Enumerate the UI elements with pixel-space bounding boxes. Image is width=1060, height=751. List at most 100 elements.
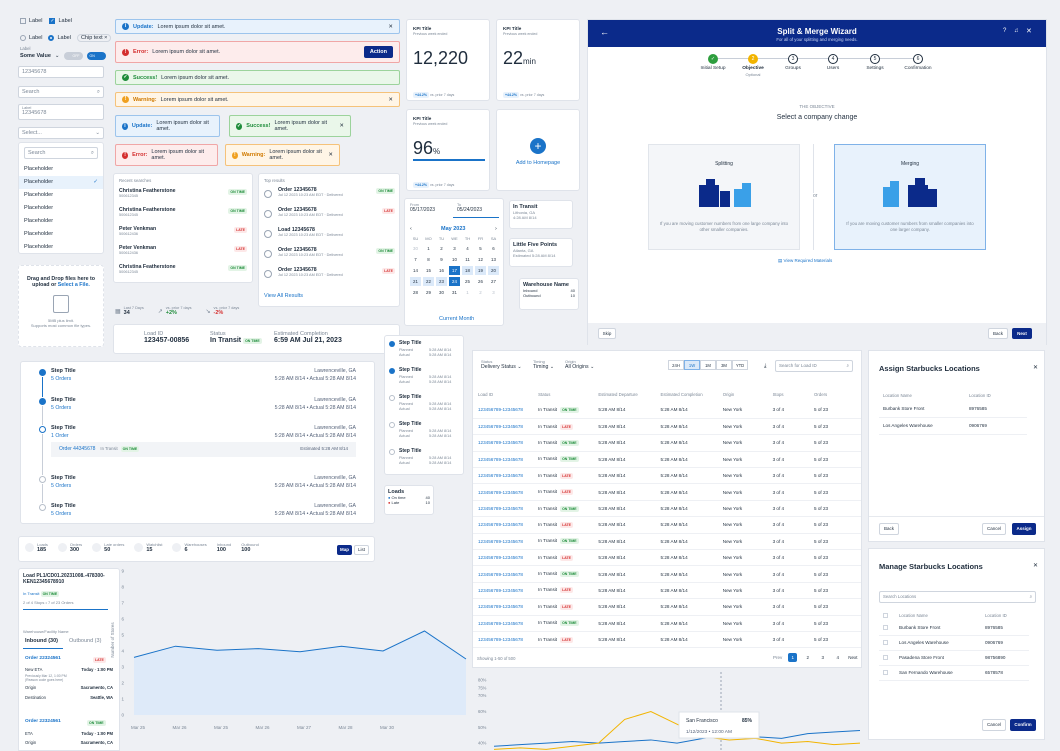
- mini-step[interactable]: Step Title Planned 5:28 AM 8/14 Actual 5:28 …: [385, 448, 465, 473]
- cell-load-id[interactable]: 123456789-12345678: [473, 402, 534, 419]
- calendar-day[interactable]: 7: [414, 257, 417, 262]
- calendar-day[interactable]: 2: [479, 290, 482, 295]
- mini-step[interactable]: Step Title Planned 5:28 AM 8/14 Actual 5:28 …: [385, 421, 465, 446]
- step-order-link[interactable]: Order 44345678: [59, 446, 96, 452]
- cell-load-id[interactable]: 123456789-12345678: [473, 418, 534, 436]
- radio-unchecked[interactable]: [20, 35, 26, 41]
- close-icon[interactable]: ✕: [388, 23, 393, 30]
- table-row[interactable]: 123456789-12345678 In Transit ON TIME 5:28 …: [473, 402, 861, 419]
- cell-load-id[interactable]: 123456789-12345678: [473, 483, 534, 501]
- next-page[interactable]: Next: [848, 655, 858, 660]
- load-id-link[interactable]: 123456789-12345678: [478, 456, 523, 462]
- location-row[interactable]: Los Angeles Warehouse 0906769: [879, 418, 1027, 435]
- calendar-day[interactable]: 25: [465, 279, 470, 284]
- current-month-link[interactable]: Current Month: [439, 316, 475, 322]
- calendar-day[interactable]: 6: [492, 246, 495, 251]
- number-input[interactable]: 12345678: [18, 66, 104, 78]
- wizard-step-marker[interactable]: 5: [870, 54, 880, 64]
- confirm-button[interactable]: Confirm: [1010, 719, 1036, 731]
- load-id-link[interactable]: 123456789-12345678: [478, 637, 523, 643]
- wizard-step-marker[interactable]: 6: [913, 54, 923, 64]
- timeline-step[interactable]: Step Title 1 Order Lawrenceville, GA 5:28 A…: [21, 425, 376, 475]
- order-link[interactable]: Order 22324561: [25, 656, 61, 661]
- calendar-day[interactable]: 27: [491, 279, 496, 284]
- cancel-button[interactable]: Cancel: [982, 719, 1006, 731]
- range-3m[interactable]: 3M: [716, 360, 732, 370]
- row-checkbox[interactable]: [883, 655, 888, 660]
- column-header[interactable]: Estimated Departure: [598, 392, 638, 397]
- dropdown-option[interactable]: Placeholder: [19, 163, 103, 176]
- calendar-day[interactable]: 26: [478, 279, 483, 284]
- select-input[interactable]: Select... ⌄: [18, 127, 104, 139]
- assign-button[interactable]: Assign: [1012, 523, 1036, 535]
- range-1w[interactable]: 1W: [684, 360, 700, 370]
- mini-step[interactable]: Step Title Planned 5:28 AM 8/14 Actual 5:28 …: [385, 367, 465, 392]
- help-icon[interactable]: ?: [1003, 28, 1007, 34]
- calendar-day[interactable]: 29: [426, 290, 431, 295]
- mini-step[interactable]: Step Title Planned 5:28 AM 8/14 Actual 5:28 …: [385, 340, 465, 365]
- calendar-day[interactable]: 13: [491, 257, 496, 262]
- table-row[interactable]: 123456789-12345678 In Transit LATE 5:28 AM …: [473, 418, 861, 436]
- cell-load-id[interactable]: 123456789-12345678: [473, 434, 534, 452]
- load-id-link[interactable]: 123456789-12345678: [478, 440, 523, 446]
- table-row[interactable]: 123456789-12345678 In Transit LATE 5:28 AM …: [473, 598, 861, 616]
- calendar-day[interactable]: 8: [427, 257, 430, 262]
- page-number[interactable]: 4: [836, 655, 840, 660]
- close-icon[interactable]: ✕: [1033, 365, 1039, 371]
- load-id-link[interactable]: 123456789-12345678: [478, 424, 523, 430]
- calendar-day[interactable]: 12: [478, 257, 483, 262]
- cell-load-id[interactable]: 123456789-12345678: [473, 467, 534, 485]
- select-file-link[interactable]: Select a File.: [57, 282, 90, 288]
- close-icon[interactable]: ✕: [328, 152, 333, 158]
- table-row[interactable]: 123456789-12345678 In Transit ON TIME 5:28 …: [473, 451, 861, 469]
- location-row[interactable]: Burbank Store Front 8976585: [879, 621, 1029, 636]
- order-link[interactable]: Order 22324561: [25, 719, 61, 724]
- step-orders-link[interactable]: 5 Orders: [51, 376, 72, 382]
- cell-load-id[interactable]: 123456789-12345678: [473, 615, 534, 632]
- back-button[interactable]: Back: [988, 328, 1008, 339]
- calendar-day[interactable]: 2: [440, 246, 443, 251]
- location-search[interactable]: Search Locations ⌕: [879, 591, 1036, 603]
- view-all-results-link[interactable]: View All Results: [264, 293, 304, 299]
- column-header[interactable]: Origin: [722, 392, 735, 397]
- column-header[interactable]: Status: [538, 392, 551, 397]
- load-id-search[interactable]: Search for Load ID ⌕: [775, 360, 853, 372]
- cell-load-id[interactable]: 123456789-12345678: [473, 451, 534, 469]
- calendar-day[interactable]: 4: [466, 246, 469, 251]
- timeline-step[interactable]: Step Title 5 Orders Lawrenceville, GA 5:28 …: [21, 368, 376, 397]
- calendar-day[interactable]: 14: [413, 268, 418, 273]
- column-header[interactable]: Estimated Completion: [660, 392, 703, 397]
- table-row[interactable]: 123456789-12345678 In Transit ON TIME 5:28 …: [473, 500, 861, 518]
- download-icon[interactable]: ⤓: [764, 363, 767, 369]
- merging-option[interactable]: Merging If you are moving customer numbe…: [834, 144, 986, 250]
- next-button[interactable]: Next: [1012, 328, 1032, 339]
- map-view-button[interactable]: Map: [337, 545, 352, 555]
- load-id-link[interactable]: 123456789-12345678: [478, 489, 523, 495]
- calendar-day[interactable]: 16: [439, 268, 444, 273]
- column-header[interactable]: Stops: [772, 392, 784, 397]
- toggle-off[interactable]: OFF: [63, 52, 83, 60]
- load-id-link[interactable]: 123456789-12345678: [478, 522, 523, 528]
- close-icon[interactable]: ✕: [339, 123, 344, 129]
- timing-filter[interactable]: Timing ⌄: [533, 364, 555, 370]
- range-ytd[interactable]: YTD: [732, 360, 748, 370]
- timeline-step[interactable]: Step Title 5 Orders Lawrenceville, GA 5:28 …: [21, 475, 376, 503]
- origin-filter[interactable]: All Origins ⌄: [565, 364, 595, 370]
- page-number[interactable]: 1: [788, 653, 798, 662]
- calendar-day[interactable]: 10: [452, 257, 457, 262]
- load-id-link[interactable]: 123456789-12345678: [478, 538, 523, 544]
- calendar-day[interactable]: 1: [466, 290, 469, 295]
- cancel-button[interactable]: Cancel: [982, 523, 1006, 535]
- mini-step[interactable]: Step Title Planned 5:28 AM 8/14 Actual 5:28 …: [385, 394, 465, 419]
- tab-inbound[interactable]: Inbound (30): [25, 638, 58, 644]
- checkbox-unchecked[interactable]: [20, 18, 26, 24]
- calendar-day[interactable]: 3: [453, 246, 456, 251]
- dropdown-option[interactable]: Placeholder: [19, 228, 103, 241]
- top-result-item[interactable]: Load 12345678 Jul 12 2023 10:23 AM EDT · …: [264, 227, 395, 247]
- timeline-step[interactable]: Step Title 5 Orders Lawrenceville, GA 5:28 …: [21, 503, 376, 527]
- labeled-input[interactable]: Label 12345678: [18, 104, 104, 120]
- cell-load-id[interactable]: 123456789-12345678: [473, 549, 534, 567]
- calendar-day[interactable]: 19: [475, 266, 486, 275]
- step-orders-link[interactable]: 5 Orders: [51, 405, 72, 411]
- back-button[interactable]: Back: [879, 523, 899, 535]
